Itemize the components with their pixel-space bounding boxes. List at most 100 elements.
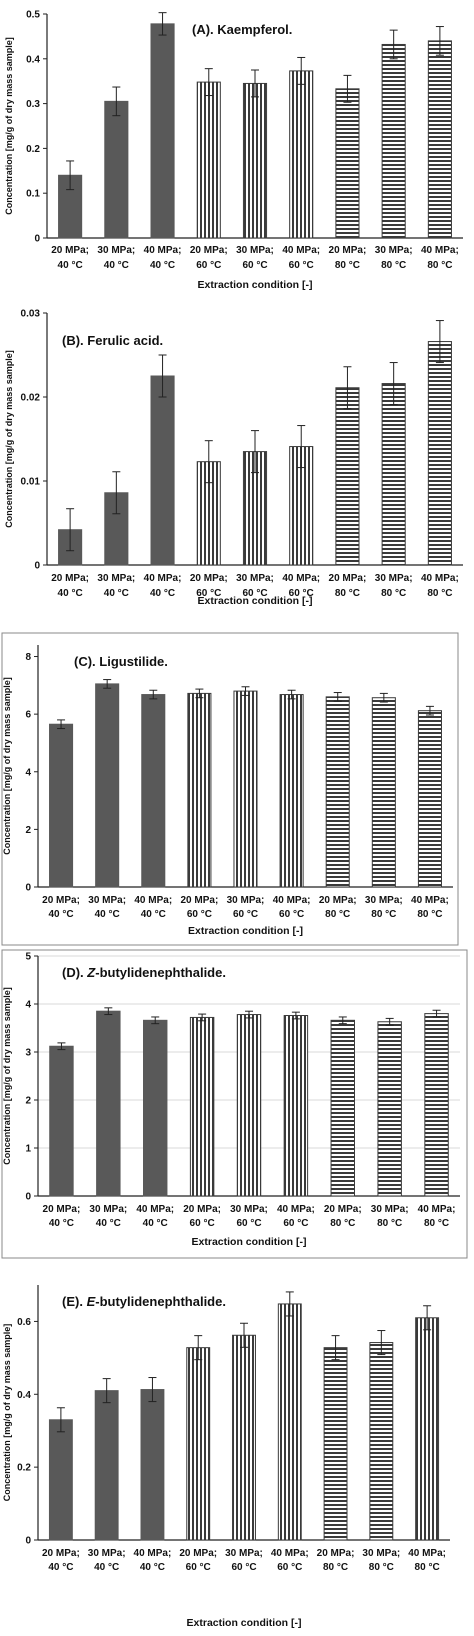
x-tick-label-line1: 30 MPa; — [225, 1548, 263, 1559]
y-tick-label: 0.02 — [21, 393, 41, 404]
x-axis-label: Extraction condition [-] — [187, 1617, 302, 1629]
y-tick-label: 0.01 — [21, 477, 41, 488]
bar — [289, 70, 314, 239]
y-tick-label: 4 — [25, 767, 31, 778]
x-tick-label-line1: 40 MPa; — [144, 573, 182, 584]
x-tick-label-line2: 60 °C — [186, 1562, 211, 1573]
bar — [381, 43, 406, 239]
panel-frame — [1, 949, 468, 1259]
y-axis-label: Concentration [mg/g of dry mass sample] — [4, 350, 14, 528]
x-tick-label-line2: 40 °C — [95, 909, 120, 920]
bar — [233, 690, 258, 888]
x-tick-label-line1: 20 MPa; — [51, 245, 89, 256]
x-tick-label-line2: 80 °C — [335, 588, 360, 599]
y-tick-label: 3 — [25, 1048, 31, 1059]
x-tick-label-line2: 40 °C — [143, 1218, 168, 1229]
x-tick-label-line2: 40 °C — [94, 1562, 119, 1573]
chart-panel-2: 0 0.01 0.02 0.03 20 MPa; 40 °C 30 MPa; 40 °C 40 … — [4, 309, 463, 607]
bar — [242, 82, 268, 239]
y-tick-label: 0 — [34, 561, 40, 572]
y-tick-label: 0.3 — [26, 99, 40, 110]
x-tick-label-line2: 80 °C — [369, 1562, 394, 1573]
x-axis-label: Extraction condition [-] — [198, 279, 313, 291]
bar — [187, 692, 212, 888]
bar — [95, 683, 120, 888]
x-tick-label-line1: 20 MPa; — [317, 1548, 355, 1559]
x-tick-label-line1: 20 MPa; — [42, 1548, 80, 1559]
x-tick-label-line1: 40 MPa; — [136, 1204, 174, 1215]
x-tick-label-line2: 60 °C — [233, 909, 258, 920]
bar — [335, 387, 360, 566]
bar — [236, 1014, 262, 1197]
x-tick-label-line1: 20 MPa; — [183, 1204, 221, 1215]
bar — [232, 1334, 256, 1541]
bar — [196, 81, 221, 239]
x-tick-label-line1: 40 MPa; — [144, 245, 182, 256]
bar — [415, 1317, 440, 1541]
x-tick-label-line1: 40 MPa; — [134, 1548, 172, 1559]
x-tick-label-line2: 80 °C — [417, 909, 442, 920]
x-tick-label-line2: 40 °C — [49, 1218, 74, 1229]
x-tick-label-line1: 30 MPa; — [236, 245, 274, 256]
x-tick-label-line2: 40 °C — [104, 588, 129, 599]
y-tick-label: 0.4 — [26, 54, 40, 65]
x-tick-label-line1: 20 MPa; — [179, 1548, 217, 1559]
x-tick-label-line1: 20 MPa; — [51, 573, 89, 584]
bar — [96, 1010, 121, 1197]
bar — [48, 1419, 73, 1541]
x-tick-label-line2: 60 °C — [277, 1562, 302, 1573]
chart-title: (D). Z-butylidenephthalide. — [62, 965, 226, 980]
chart-title: (B). Ferulic acid. — [62, 333, 163, 348]
x-tick-label-line1: 40 MPa; — [421, 245, 459, 256]
y-tick-label: 0 — [25, 883, 31, 894]
y-axis-label: Concentration [mg/g of dry mass sample] — [2, 677, 12, 855]
y-tick-label: 6 — [25, 710, 31, 721]
x-tick-label-line2: 40 °C — [140, 1562, 165, 1573]
y-tick-label: 0.2 — [26, 144, 40, 155]
x-tick-label-line2: 80 °C — [323, 1562, 348, 1573]
x-tick-label-line2: 60 °C — [279, 909, 304, 920]
x-tick-label-line2: 80 °C — [381, 588, 406, 599]
y-tick-label: 4 — [25, 1000, 31, 1011]
x-tick-label-line2: 80 °C — [325, 909, 350, 920]
x-tick-label-line1: 30 MPa; — [365, 895, 403, 906]
bar — [186, 1347, 211, 1541]
x-tick-label-line2: 80 °C — [330, 1218, 355, 1229]
bar — [427, 341, 452, 566]
bar — [49, 1045, 74, 1197]
x-tick-label-line2: 40 °C — [58, 260, 83, 271]
x-tick-label-line2: 80 °C — [427, 260, 452, 271]
x-tick-label-line1: 40 MPa; — [408, 1548, 446, 1559]
chart-panel-1: 0 0.1 0.2 0.3 0.4 0.5 20 MPa; 40 °C 30 MPa; 40 °C… — [4, 10, 463, 291]
x-tick-label-line1: 20 MPa; — [43, 1204, 81, 1215]
bar — [369, 1342, 394, 1541]
bar — [377, 1021, 402, 1197]
x-tick-label-line1: 40 MPa; — [277, 1204, 315, 1215]
x-tick-label-line1: 40 MPa; — [271, 1548, 309, 1559]
x-tick-label-line2: 60 °C — [242, 588, 267, 599]
bar — [143, 1019, 168, 1197]
bar — [104, 100, 129, 239]
x-tick-label-line2: 40 °C — [96, 1218, 121, 1229]
bar — [325, 696, 350, 888]
bar — [150, 23, 175, 239]
chart-title: (A). Kaempferol. — [192, 22, 292, 37]
y-axis-label: Concentration [mg/g of dry mass sample] — [4, 37, 14, 215]
x-tick-label-line2: 60 °C — [231, 1562, 256, 1573]
y-tick-label: 0.6 — [17, 1317, 31, 1328]
y-tick-label: 0.1 — [26, 189, 40, 200]
x-tick-label-line1: 20 MPa; — [190, 573, 228, 584]
x-tick-label-line1: 30 MPa; — [227, 895, 265, 906]
x-tick-label-line2: 60 °C — [196, 260, 221, 271]
bar — [94, 1390, 119, 1541]
x-tick-label-line1: 20 MPa; — [42, 895, 80, 906]
chart-panel-5: 0 0.2 0.4 0.6 20 MPa; 40 °C 30 MPa; 40 °C 40 MPa… — [2, 1285, 450, 1629]
y-tick-label: 0.03 — [21, 309, 41, 320]
x-tick-label-line2: 40 °C — [150, 588, 175, 599]
x-tick-label-line2: 60 °C — [289, 260, 314, 271]
bar — [381, 383, 406, 566]
x-tick-label-line2: 80 °C — [427, 588, 452, 599]
x-tick-label-line1: 20 MPa; — [319, 895, 357, 906]
x-tick-label-line2: 40 °C — [150, 260, 175, 271]
